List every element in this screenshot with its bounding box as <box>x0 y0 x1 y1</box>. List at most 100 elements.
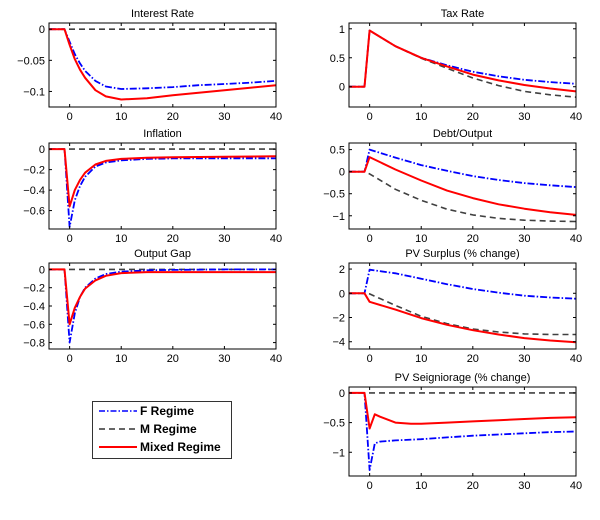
x-tick-label: 0 <box>367 111 373 123</box>
x-tick-label: 0 <box>367 480 373 492</box>
subplot-inflation: Inflation 0 10 20 30 40 0 −0.2 −0.4 −0.6 <box>23 128 282 245</box>
legend-label: F Regime <box>140 404 195 418</box>
subplot-title: Interest Rate <box>131 8 194 20</box>
legend-item-f-regime: F Regime <box>93 402 231 420</box>
series-group <box>49 28 276 101</box>
y-tick-label: −1 <box>332 211 345 223</box>
subplot-debt-output: Debt/Output 0 10 20 30 40 0.5 0 −0.5 −1 <box>323 128 582 245</box>
y-tick-label: −0.05 <box>17 55 45 67</box>
axes-box <box>348 386 577 477</box>
y-tick-label: −0.1 <box>23 86 45 98</box>
y-tick-label: −1 <box>332 447 345 459</box>
y-tick-label: 0 <box>339 82 345 94</box>
legend-label: Mixed Regime <box>140 440 221 454</box>
x-tick-label: 40 <box>570 353 582 365</box>
x-tick-label: 10 <box>415 353 427 365</box>
y-tick-label: −0.2 <box>23 283 45 295</box>
legend-line-f-regime <box>99 410 137 412</box>
y-tick-label: −0.5 <box>323 189 345 201</box>
x-tick-label: 30 <box>518 480 530 492</box>
series-line-mixed-regime <box>349 292 576 344</box>
series-line-f-regime <box>349 391 576 472</box>
series-group <box>49 148 276 228</box>
x-tick-label: 40 <box>570 480 582 492</box>
series-group <box>349 391 576 472</box>
series-line-m-regime <box>349 170 576 223</box>
x-tick-label: 0 <box>67 111 73 123</box>
x-tick-label: 0 <box>367 353 373 365</box>
series-group <box>349 148 576 223</box>
series-line-mixed-regime <box>349 29 576 93</box>
y-tick-label: 0.5 <box>330 53 345 65</box>
legend-item-mixed-regime: Mixed Regime <box>93 438 231 456</box>
y-tick-label: −0.4 <box>23 301 45 313</box>
subplot-title: Debt/Output <box>433 128 492 140</box>
subplot-pv-seigniorage-change: PV Seigniorage (% change) 0 10 20 30 40 0 −0.5 −… <box>323 372 582 492</box>
y-tick-label: −0.5 <box>323 418 345 430</box>
series-group <box>349 29 576 98</box>
series-line-f-regime <box>349 148 576 188</box>
x-tick-label: 10 <box>415 111 427 123</box>
y-tick-label: 0 <box>339 388 345 400</box>
y-tick-label: −0.6 <box>23 206 45 218</box>
x-tick-label: 20 <box>167 353 179 365</box>
x-tick-label: 10 <box>415 233 427 245</box>
x-tick-label: 0 <box>367 233 373 245</box>
y-tick-label: 0 <box>39 144 45 156</box>
x-tick-label: 30 <box>518 111 530 123</box>
axes-box <box>48 142 277 230</box>
x-tick-label: 20 <box>467 353 479 365</box>
series-line-f-regime <box>49 268 276 344</box>
y-tick-label: −0.8 <box>23 338 45 350</box>
series-group <box>349 268 576 344</box>
x-tick-label: 40 <box>270 111 282 123</box>
x-tick-label: 30 <box>218 353 230 365</box>
y-tick-label: −0.2 <box>23 165 45 177</box>
legend-line-mixed-regime <box>99 446 137 448</box>
series-line-mixed-regime <box>49 268 276 326</box>
subplot-interest-rate: Interest Rate 0 10 20 30 40 0 −0.05 −0.1 <box>17 8 282 123</box>
x-tick-label: 30 <box>518 353 530 365</box>
axes-box <box>348 22 577 108</box>
subplot-title: Inflation <box>143 128 182 140</box>
axes-box <box>48 22 277 108</box>
x-tick-label: 20 <box>167 111 179 123</box>
subplot-title: Tax Rate <box>441 8 484 20</box>
series-group <box>49 268 276 344</box>
axes-box <box>348 262 577 350</box>
x-tick-label: 40 <box>270 353 282 365</box>
subplot-title: PV Seigniorage (% change) <box>395 372 531 384</box>
x-tick-label: 10 <box>115 233 127 245</box>
series-line-f-regime <box>49 28 276 90</box>
series-line-m-regime <box>349 292 576 336</box>
x-tick-label: 30 <box>218 233 230 245</box>
subplot-output-gap: Output Gap 0 10 20 30 40 0 −0.2 −0.4 −0.6 −0.8 <box>23 248 282 365</box>
y-tick-label: −0.4 <box>23 185 45 197</box>
y-tick-label: 0.5 <box>330 145 345 157</box>
x-tick-label: 10 <box>115 111 127 123</box>
y-tick-label: −2 <box>332 313 345 325</box>
axes-box <box>348 142 577 230</box>
y-tick-label: 0 <box>339 288 345 300</box>
x-tick-label: 0 <box>67 353 73 365</box>
series-line-mixed-regime <box>49 28 276 101</box>
legend-line-m-regime <box>99 428 137 430</box>
x-tick-label: 20 <box>467 233 479 245</box>
y-tick-label: 0 <box>39 24 45 36</box>
axes-box <box>48 262 277 350</box>
y-tick-label: −0.6 <box>23 319 45 331</box>
y-tick-label: 0 <box>39 264 45 276</box>
x-tick-label: 0 <box>67 233 73 245</box>
series-line-mixed-regime <box>49 148 276 208</box>
x-tick-label: 20 <box>167 233 179 245</box>
x-tick-label: 20 <box>467 480 479 492</box>
series-line-f-regime <box>49 148 276 228</box>
series-line-mixed-regime <box>349 156 576 216</box>
legend-label: M Regime <box>140 422 197 436</box>
x-tick-label: 30 <box>218 111 230 123</box>
series-line-f-regime <box>349 268 576 300</box>
series-line-mixed-regime <box>349 391 576 430</box>
x-tick-label: 10 <box>115 353 127 365</box>
